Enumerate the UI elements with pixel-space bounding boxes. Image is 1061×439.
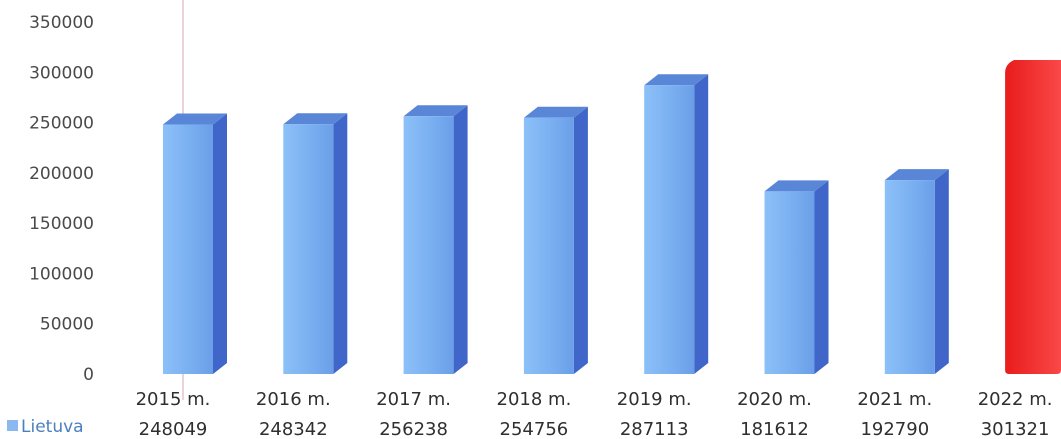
bar-side [694,74,709,375]
bar-side [213,113,227,375]
bar-top [523,106,588,118]
bar-front [523,117,574,374]
category-label: 2015 m. [136,389,211,410]
data-table-value: 192790 [860,419,929,439]
bar-top [884,169,949,181]
y-tick-label: 50000 [40,315,94,335]
y-tick-label: 150000 [29,214,94,234]
y-tick-label: 100000 [29,264,94,284]
y-axis: 0 50000 100000 150000 200000 250000 300000 3500… [29,13,94,385]
category-label: 2020 m. [737,389,812,410]
bar-front [163,124,213,375]
bar-top [644,74,709,86]
data-table-value: 248342 [259,419,328,439]
y-tick-label: 250000 [29,114,94,134]
bar-5 [764,180,829,374]
bar-top [764,180,829,192]
y-tick-label: 350000 [29,13,94,33]
bar-0 [163,113,227,375]
y-tick-label: 300000 [29,63,94,83]
legend-marker-lietuva [7,420,18,431]
data-table-value: 301321 [981,419,1050,439]
data-table-values: 248049 248342 256238 254756 287113 181612 1927… [139,419,1050,439]
bar-front [283,124,334,375]
category-label: 2019 m. [617,389,692,410]
bar-side [573,106,588,374]
bar-front [884,180,935,374]
data-table-value: 254756 [500,419,569,439]
bar-4 [644,74,709,375]
bar-top [163,113,227,125]
bar-side [333,113,348,375]
legend: Lietuva [7,417,84,437]
category-label: 2021 m. [857,389,932,410]
category-label: 2016 m. [256,389,331,410]
data-table-value: 181612 [740,419,809,439]
y-tick-label: 200000 [29,164,94,184]
bar-front [644,85,695,375]
bars [163,59,1061,375]
bar-top [403,105,468,117]
category-label: 2018 m. [497,389,572,410]
bar-7 [1005,59,1061,375]
bar-side [453,105,468,374]
bar-2 [403,105,468,374]
data-table-value: 248049 [139,419,208,439]
data-table-value: 287113 [620,419,689,439]
bar-1 [283,113,348,375]
category-label: 2017 m. [376,389,451,410]
bar-3 [523,106,588,374]
bar-side [934,169,949,374]
bar-top [283,113,348,125]
bar-front-highlight [1005,59,1061,375]
bar-front [403,116,454,374]
bar-front [764,191,815,374]
bar-6 [884,169,949,374]
data-table-value: 256238 [379,419,448,439]
y-tick-label: 0 [83,365,94,385]
bar-side [814,180,829,374]
category-label: 2022 m. [978,389,1053,410]
x-axis-categories: 2015 m. 2016 m. 2017 m. 2018 m. 2019 m. 2020 … [136,389,1053,410]
legend-label-lietuva: Lietuva [21,417,84,437]
